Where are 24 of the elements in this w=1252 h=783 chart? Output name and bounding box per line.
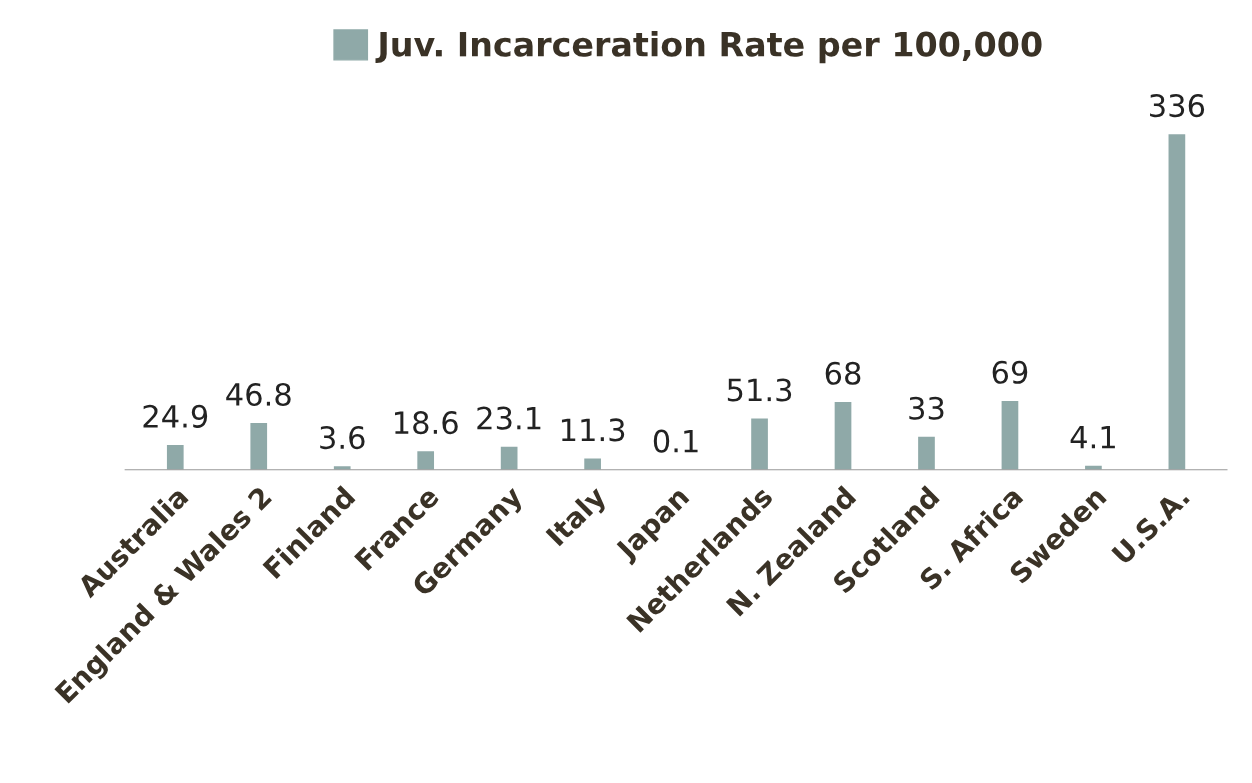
data-label: 11.3: [561, 418, 625, 442]
bar: [500, 446, 518, 470]
data-label: 46.8: [226, 382, 291, 407]
data-label: 68: [825, 361, 861, 385]
bar: [250, 423, 268, 470]
bar: [1001, 400, 1019, 470]
bar: [918, 436, 935, 470]
bar: [584, 458, 601, 470]
data-label: 0.1: [653, 429, 698, 453]
data-label: 23.1: [477, 406, 541, 430]
bar: [1168, 134, 1186, 470]
data-label: 336: [1150, 94, 1205, 118]
data-label: 24.9: [143, 404, 208, 428]
bar: [166, 444, 184, 470]
legend-label: Juv. Incarceration Rate per 100,000: [375, 31, 1042, 64]
bar: [751, 418, 768, 470]
data-label: 69: [992, 360, 1028, 384]
bar: [417, 451, 435, 470]
bar: [834, 401, 852, 470]
data-label: 33: [909, 396, 944, 420]
data-label: 51.3: [727, 378, 792, 402]
data-label: 18.6: [395, 411, 458, 435]
data-label: 4.1: [1070, 425, 1115, 449]
data-label: 3.6: [320, 426, 365, 450]
